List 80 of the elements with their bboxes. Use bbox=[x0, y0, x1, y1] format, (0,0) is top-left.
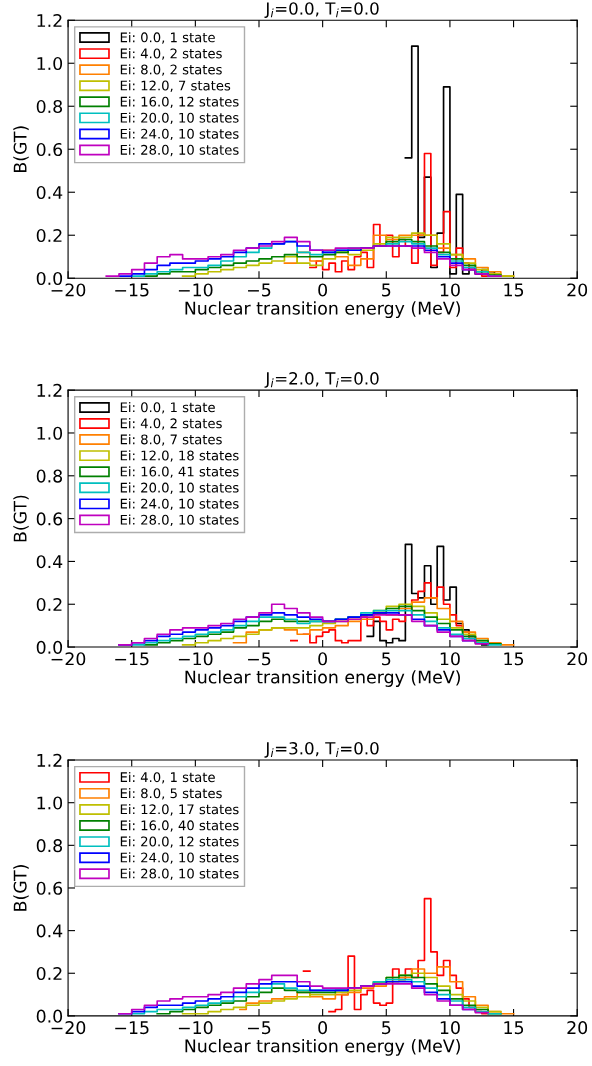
legend-label: Ei: 4.0, 1 state bbox=[120, 771, 215, 784]
x-tick-label: −10 bbox=[178, 1021, 213, 1035]
legend-label: Ei: 12.0, 7 states bbox=[120, 80, 231, 92]
x-tick-label: −5 bbox=[248, 1021, 271, 1035]
y-tick-label: 1.0 bbox=[37, 56, 63, 71]
legend-label: Ei: 8.0, 5 states bbox=[120, 788, 222, 800]
x-tick-label: 0 bbox=[318, 1021, 328, 1035]
legend-label: Ei: 28.0, 10 states bbox=[120, 514, 239, 527]
x-tick-label: −10 bbox=[178, 283, 213, 297]
x-tick-label: 5 bbox=[382, 652, 391, 666]
y-axis-title: B(GT) bbox=[13, 865, 29, 911]
x-tick-label: 0 bbox=[318, 283, 328, 297]
x-tick-label: 10 bbox=[440, 1021, 460, 1035]
x-tick-label: −15 bbox=[115, 283, 149, 297]
y-tick-label: 0.4 bbox=[36, 555, 63, 569]
legend-label: Ei: 4.0, 2 states bbox=[120, 418, 222, 430]
x-tick-label: 15 bbox=[504, 652, 524, 666]
y-tick-label: 0.0 bbox=[36, 640, 63, 654]
x-tick-label: −15 bbox=[115, 652, 149, 666]
x-tick-label: −20 bbox=[51, 652, 86, 666]
y-tick-label: 0.0 bbox=[36, 271, 63, 286]
x-tick-label: 20 bbox=[567, 1021, 588, 1035]
y-axis-title: B(GT) bbox=[13, 495, 29, 542]
chart-title: J$_{i}$=0.0, T$_{i}$=0.0 bbox=[264, 2, 379, 18]
x-tick-label: −5 bbox=[248, 283, 271, 297]
y-tick-label: 1.2 bbox=[37, 753, 62, 767]
chart-title: J$_{i}$=2.0, T$_{i}$=0.0 bbox=[264, 372, 379, 388]
y-tick-label: 1.0 bbox=[37, 426, 63, 440]
x-tick-label: 10 bbox=[440, 283, 460, 297]
y-tick-label: 0.8 bbox=[36, 839, 63, 853]
y-tick-label: 0.8 bbox=[36, 469, 63, 483]
chart-title: J$_{i}$=3.0, T$_{i}$=0.0 bbox=[264, 742, 379, 758]
x-tick-label: 10 bbox=[440, 652, 460, 666]
x-tick-label: −20 bbox=[51, 283, 86, 297]
legend-label: Ei: 4.0, 2 states bbox=[120, 48, 222, 60]
legend-label: Ei: 8.0, 7 states bbox=[120, 434, 222, 446]
legend-label: Ei: 16.0, 12 states bbox=[120, 96, 239, 108]
x-tick-label: −15 bbox=[115, 1021, 149, 1035]
x-tick-label: 15 bbox=[504, 1021, 524, 1035]
y-tick-label: 1.2 bbox=[37, 13, 62, 27]
x-axis-title: Nuclear transition energy (MeV) bbox=[185, 670, 460, 687]
x-tick-label: −10 bbox=[178, 652, 213, 666]
legend-label: Ei: 20.0, 10 states bbox=[120, 482, 239, 494]
y-tick-label: 1.2 bbox=[37, 383, 62, 397]
legend-label: Ei: 8.0, 2 states bbox=[120, 64, 222, 76]
x-axis-title: Nuclear transition energy (MeV) bbox=[185, 1038, 460, 1056]
legend-label: Ei: 12.0, 18 states bbox=[120, 450, 239, 462]
legend-label: Ei: 20.0, 10 states bbox=[120, 112, 239, 125]
y-tick-label: 0.6 bbox=[36, 142, 63, 157]
y-tick-label: 0.4 bbox=[36, 185, 63, 200]
y-tick-label: 0.0 bbox=[36, 1009, 63, 1023]
legend-label: Ei: 28.0, 10 states bbox=[120, 868, 239, 880]
legend-label: Ei: 16.0, 40 states bbox=[120, 820, 239, 832]
y-axis-title: B(GT) bbox=[13, 126, 29, 172]
x-tick-label: −20 bbox=[51, 1021, 86, 1035]
legend-label: Ei: 20.0, 12 states bbox=[120, 836, 239, 848]
x-tick-label: 5 bbox=[382, 1021, 391, 1035]
x-tick-label: 5 bbox=[382, 283, 391, 297]
x-tick-label: −5 bbox=[248, 652, 271, 666]
x-axis-title: Nuclear transition energy (MeV) bbox=[185, 301, 460, 319]
y-tick-label: 0.6 bbox=[36, 881, 63, 895]
y-tick-label: 0.2 bbox=[36, 597, 62, 612]
y-tick-label: 0.4 bbox=[36, 924, 63, 938]
y-tick-label: 0.6 bbox=[36, 512, 63, 526]
legend-label: Ei: 28.0, 10 states bbox=[120, 144, 239, 157]
x-tick-label: 20 bbox=[567, 652, 588, 666]
legend-label: Ei: 24.0, 10 states bbox=[120, 498, 239, 510]
x-tick-label: 0 bbox=[318, 652, 328, 666]
y-tick-label: 0.2 bbox=[36, 966, 62, 981]
legend-label: Ei: 24.0, 10 states bbox=[120, 852, 239, 864]
x-tick-label: 15 bbox=[504, 283, 524, 297]
legend-label: Ei: 24.0, 10 states bbox=[120, 128, 239, 141]
legend-label: Ei: 16.0, 41 states bbox=[120, 466, 239, 478]
x-tick-label: 20 bbox=[567, 283, 588, 297]
y-tick-label: 1.0 bbox=[37, 796, 63, 810]
y-tick-label: 0.2 bbox=[36, 228, 62, 243]
legend-label: Ei: 12.0, 17 states bbox=[120, 804, 239, 816]
legend-label: Ei: 0.0, 1 state bbox=[120, 32, 215, 44]
legend-label: Ei: 0.0, 1 state bbox=[120, 402, 215, 414]
y-tick-label: 0.8 bbox=[36, 99, 63, 114]
